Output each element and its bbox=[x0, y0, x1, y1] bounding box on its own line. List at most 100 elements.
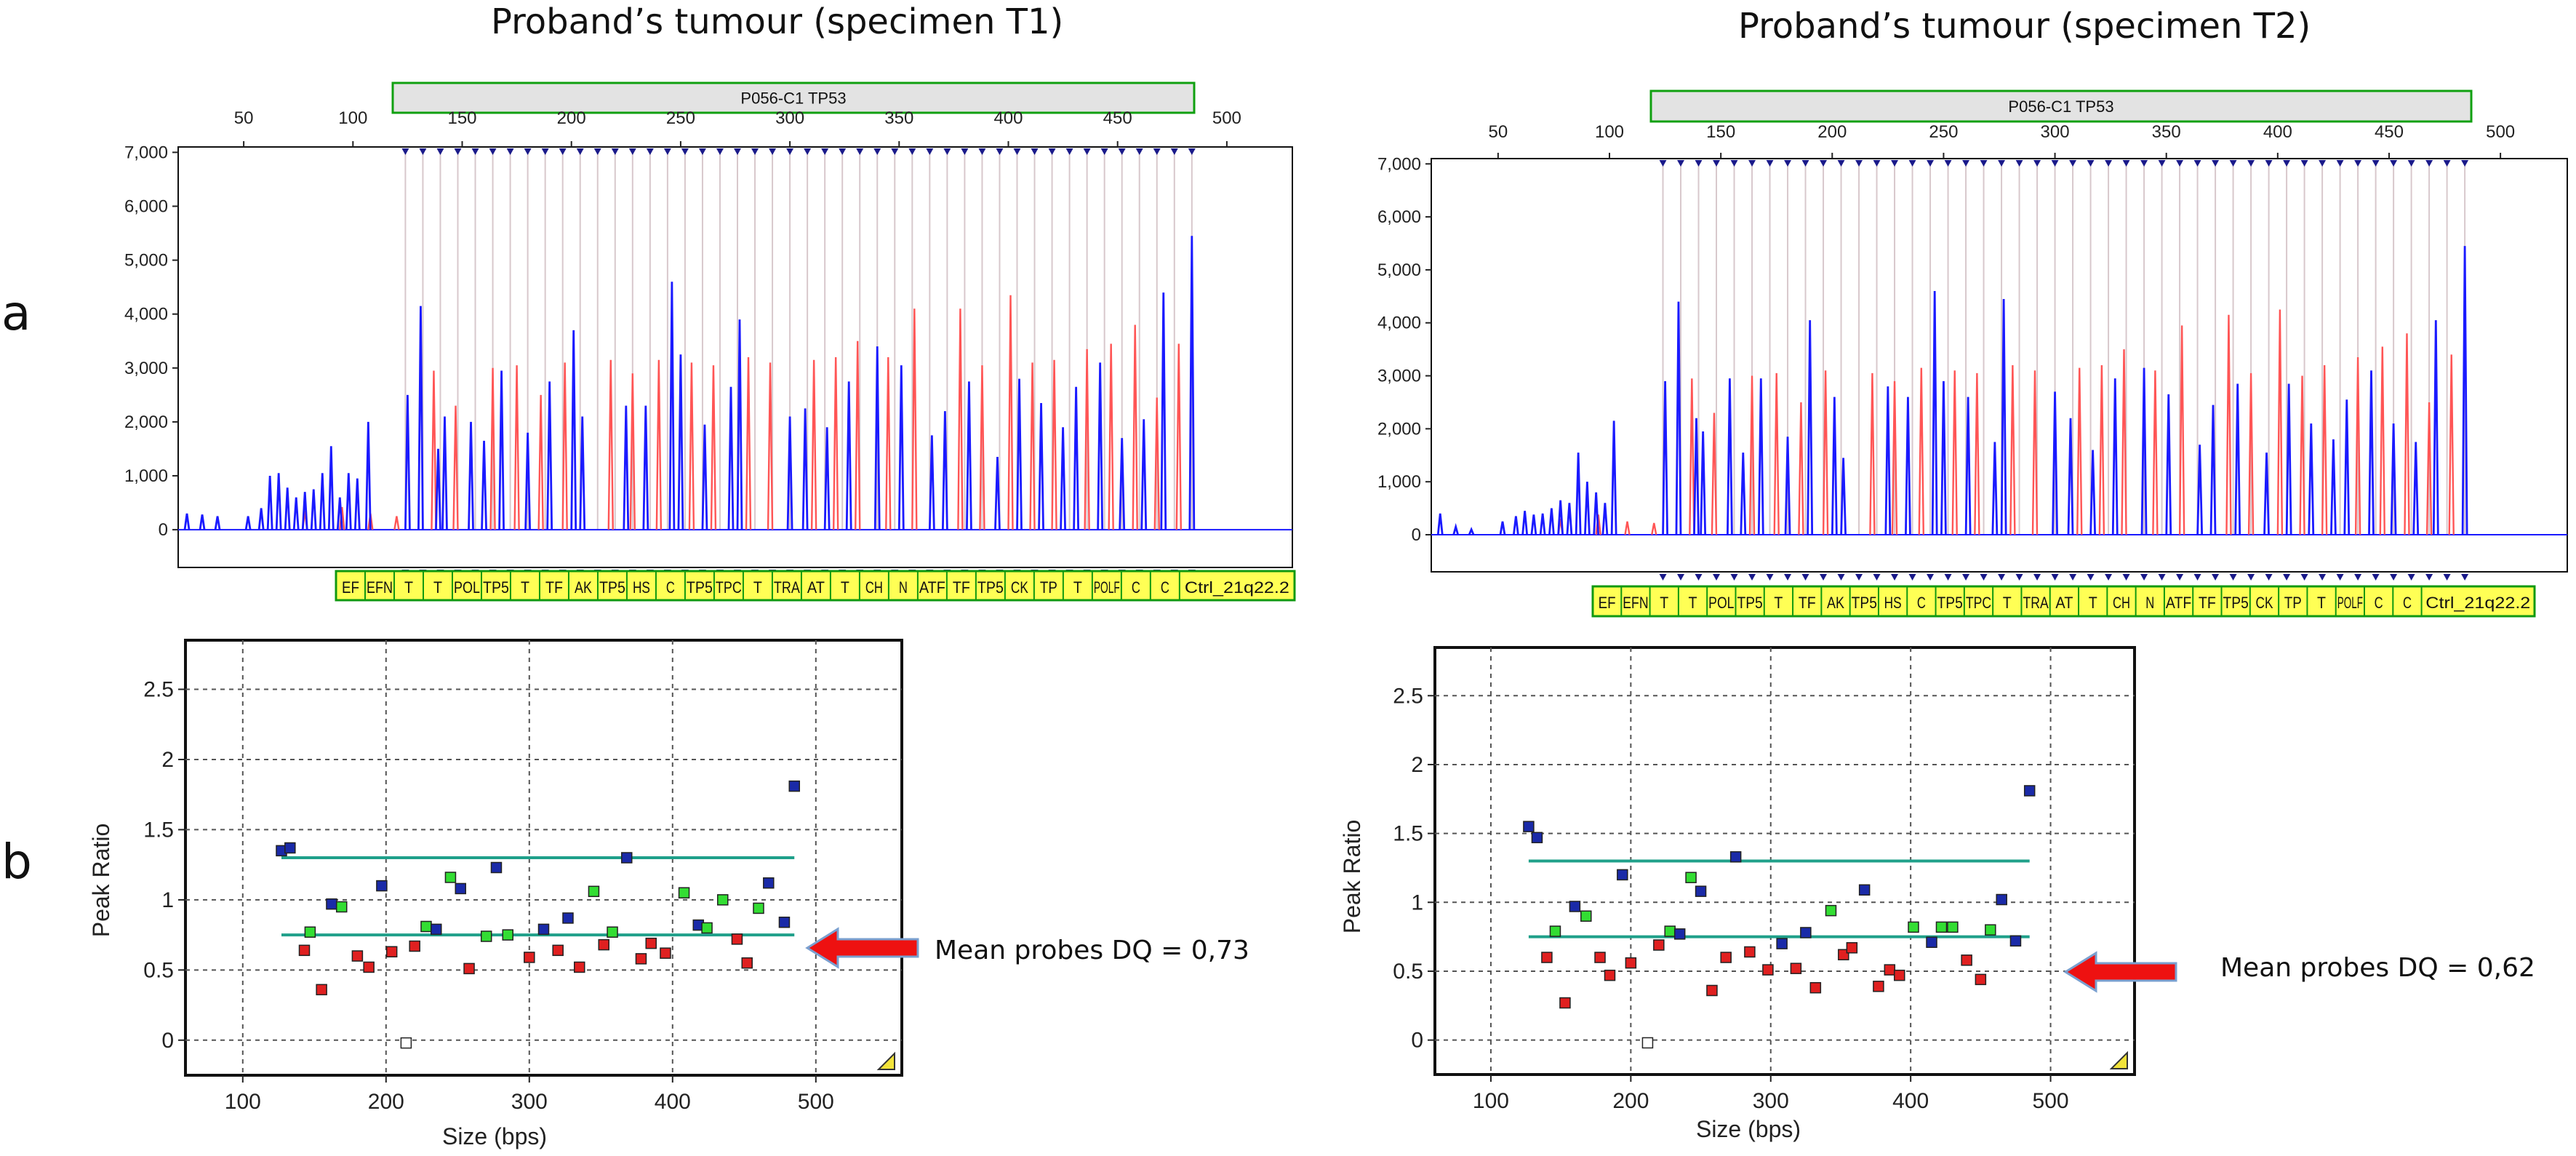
blue-peak bbox=[2390, 423, 2397, 535]
blue-peak bbox=[2111, 378, 2119, 535]
blue-peak bbox=[2343, 399, 2351, 535]
red-peak bbox=[1084, 348, 1090, 530]
probe-marker-bottom bbox=[1837, 574, 1845, 581]
red-peak bbox=[607, 359, 614, 530]
probe-marker-top bbox=[1962, 160, 1970, 167]
data-point bbox=[1825, 904, 1837, 917]
blue-peak bbox=[1468, 527, 1475, 535]
header-label: P056-C1 TP53 bbox=[740, 89, 846, 108]
probe-marker-top bbox=[593, 148, 601, 155]
blue-peak bbox=[623, 405, 630, 530]
x-tick-label: 200 bbox=[1612, 1089, 1649, 1113]
blue-peak bbox=[310, 489, 317, 530]
probe-label: TP5 bbox=[1737, 594, 1762, 612]
red-peak bbox=[393, 516, 400, 530]
probe-marker-top bbox=[1031, 148, 1039, 155]
blue-peak bbox=[1140, 419, 1148, 530]
red-peak bbox=[2076, 367, 2083, 535]
probe-label: T bbox=[841, 578, 849, 597]
blue-peak bbox=[292, 497, 300, 530]
header-box bbox=[1649, 89, 2473, 123]
blue-peak bbox=[2308, 423, 2315, 535]
probe-marker-bottom bbox=[2051, 574, 2059, 581]
probe-marker-top bbox=[821, 148, 829, 155]
panel-title-t1: Proband’s tumour (specimen T1) bbox=[491, 1, 1064, 42]
data-point bbox=[284, 842, 296, 854]
probe-marker-top bbox=[2461, 160, 2469, 167]
blue-peak bbox=[546, 381, 553, 530]
blue-peak bbox=[498, 370, 505, 530]
x-tick-label: 300 bbox=[775, 108, 804, 128]
probe-label: C bbox=[2375, 594, 2383, 612]
data-point bbox=[363, 961, 375, 973]
blue-peak bbox=[1700, 431, 1707, 535]
data-point bbox=[1884, 964, 1896, 976]
data-point bbox=[1523, 821, 1535, 832]
probe-label: TP bbox=[2284, 594, 2302, 612]
data-point bbox=[2023, 785, 2036, 797]
probe-label: HS bbox=[633, 578, 650, 597]
x-tick-label: 350 bbox=[2152, 122, 2181, 142]
blue-peak bbox=[1840, 458, 1847, 535]
probe-label: Ctrl_21q22.2 bbox=[1185, 578, 1289, 597]
red-peak bbox=[1153, 397, 1160, 530]
x-tick-label: 250 bbox=[666, 108, 695, 128]
probe-marker-top bbox=[1873, 160, 1881, 167]
probe-marker-bottom bbox=[2461, 574, 2469, 581]
red-peak bbox=[1798, 402, 1804, 535]
data-point bbox=[1559, 997, 1571, 1009]
data-point bbox=[1846, 942, 1858, 954]
red-peak bbox=[1869, 372, 1876, 535]
blue-peak bbox=[327, 446, 335, 530]
blue-peak bbox=[1601, 503, 1609, 535]
probe-marker-top bbox=[908, 148, 916, 155]
probe-marker-top bbox=[1118, 148, 1126, 155]
blue-peak bbox=[1521, 511, 1529, 535]
probe-marker-bottom bbox=[1695, 574, 1703, 581]
red-peak bbox=[1748, 375, 1756, 535]
blue-peak bbox=[736, 319, 743, 530]
probe-label: TP5 bbox=[687, 578, 713, 597]
data-point bbox=[1985, 924, 1996, 936]
blue-peak bbox=[966, 381, 972, 530]
data-point bbox=[1625, 957, 1637, 969]
data-point bbox=[400, 1037, 412, 1049]
data-point bbox=[1531, 832, 1543, 844]
data-point bbox=[1873, 981, 1884, 992]
probe-label: C bbox=[2403, 594, 2412, 612]
probe-marker-bottom bbox=[2015, 574, 2023, 581]
red-peak bbox=[2121, 349, 2127, 535]
red-peak bbox=[2098, 364, 2105, 535]
probe-marker-top bbox=[1659, 160, 1667, 167]
data-point bbox=[1975, 973, 1987, 986]
probe-label: ATF bbox=[919, 578, 945, 597]
data-point bbox=[444, 872, 457, 883]
probe-label: T bbox=[2089, 594, 2097, 612]
x-tick-label: 350 bbox=[884, 108, 913, 128]
probe-marker-bottom bbox=[1962, 574, 1970, 581]
x-tick-label: 500 bbox=[798, 1090, 834, 1114]
probe-label: C bbox=[666, 578, 675, 597]
data-point bbox=[1858, 884, 1871, 896]
probe-marker-top bbox=[2158, 160, 2166, 167]
blue-peak bbox=[183, 513, 191, 530]
probe-label: T bbox=[521, 578, 529, 597]
probe-marker-bottom bbox=[2193, 574, 2201, 581]
data-point bbox=[480, 930, 492, 942]
red-peak bbox=[561, 362, 568, 530]
probe-label: TP5 bbox=[1852, 594, 1877, 612]
x-tick-label: 200 bbox=[368, 1090, 404, 1114]
blue-peak bbox=[2234, 383, 2241, 535]
probe-label: T bbox=[2317, 594, 2326, 612]
blue-peak bbox=[319, 473, 326, 530]
probe-marker-bottom bbox=[1944, 574, 1952, 581]
data-point bbox=[1762, 964, 1774, 976]
probe-marker-top bbox=[506, 148, 514, 155]
y-tick-label: 1 bbox=[1411, 890, 1423, 914]
data-point bbox=[431, 923, 442, 936]
data-point bbox=[1653, 939, 1665, 951]
probe-marker-top bbox=[1855, 160, 1863, 167]
blue-peak bbox=[2067, 418, 2074, 535]
y-tick-label: 0.5 bbox=[1393, 960, 1423, 984]
probe-label: CK bbox=[2255, 594, 2273, 612]
